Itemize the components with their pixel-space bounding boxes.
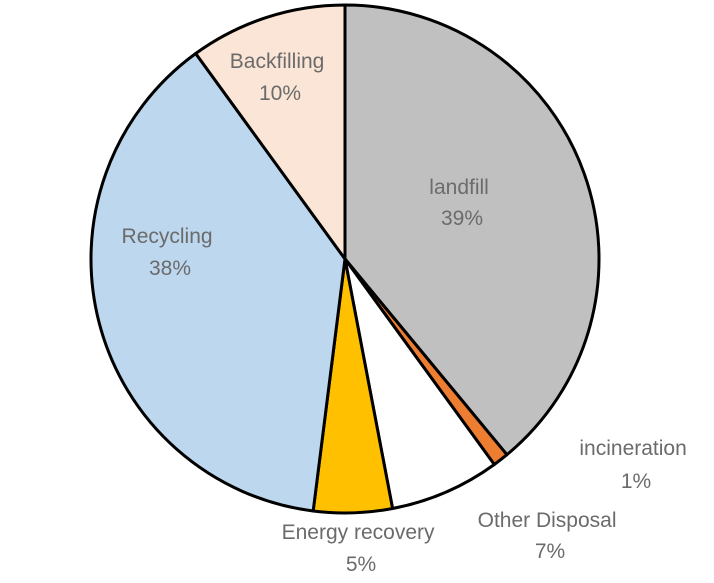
slice-value-other-disposal: 7% (535, 540, 565, 563)
pie-slice-recycling (89, 52, 347, 513)
pie-slice-other-disposal (343, 257, 496, 510)
slice-value-recycling: 38% (149, 257, 191, 280)
svg-text:landfill 39%: landfill 39% (429, 176, 494, 230)
svg-text:Recycling 38%: Recycling 38% (122, 225, 219, 280)
pie-labels: landfill 39% incineration 1% Other Dispo… (122, 50, 692, 576)
slice-label-other-disposal: Other Disposal (478, 509, 617, 532)
svg-text:Other Disposal 7%: Other Disposal 7% (478, 509, 623, 563)
slice-value-energy-recovery: 5% (346, 553, 376, 576)
pie-slice-backfilling (194, 3, 347, 261)
slice-value-incineration: 1% (621, 470, 651, 493)
slice-label-recycling: Recycling (122, 225, 213, 248)
slice-label-backfilling: Backfilling (230, 50, 325, 73)
slice-label-landfill: landfill (429, 176, 489, 199)
slice-label-energy-recovery: Energy recovery (282, 521, 435, 544)
pie-slices (89, 3, 601, 515)
slice-value-backfilling: 10% (259, 82, 301, 105)
svg-text:Energy recovery 5%: Energy recovery 5% (282, 521, 441, 576)
svg-text:Backfilling 10%: Backfilling 10% (230, 50, 330, 105)
svg-text:incineration 1%: incineration 1% (579, 437, 692, 493)
pie-slice-landfill (343, 3, 601, 457)
slice-label-incineration: incineration (579, 437, 686, 460)
slice-value-landfill: 39% (441, 207, 483, 230)
